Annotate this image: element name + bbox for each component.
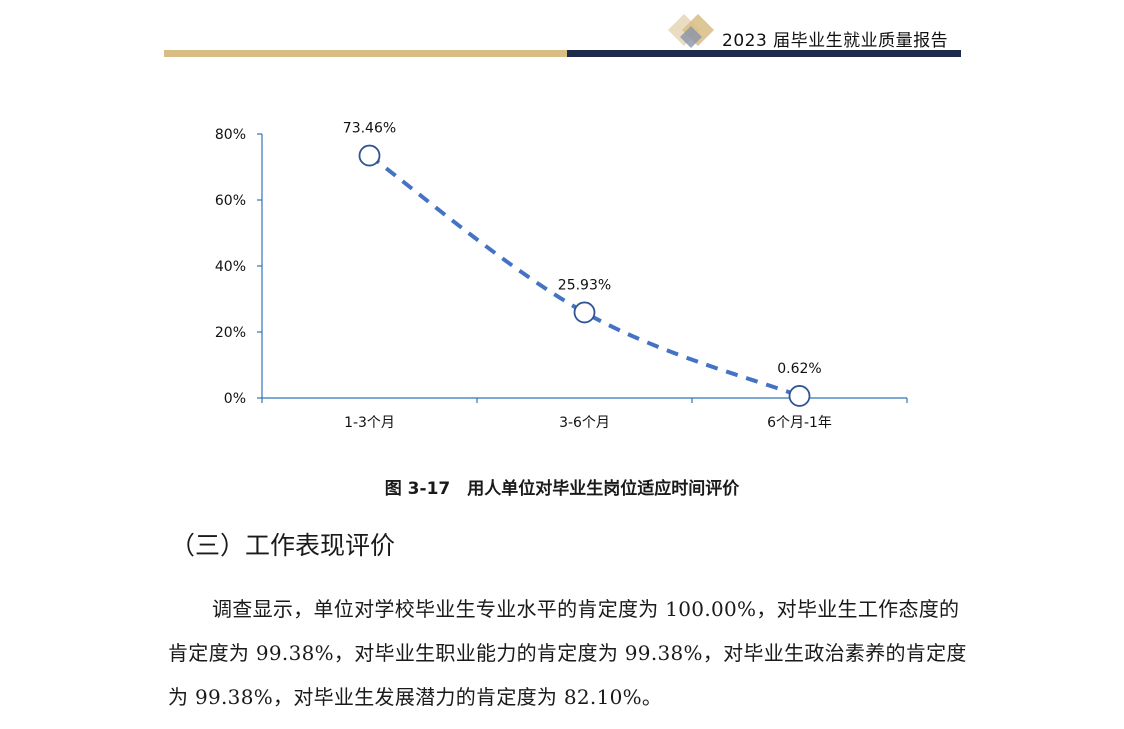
data-point-label: 25.93%	[558, 277, 611, 293]
data-point-label: 73.46%	[343, 121, 396, 137]
data-points: 73.46% 25.93% 0.62%	[343, 121, 822, 407]
adaptation-time-line-chart: 0% 20% 40% 60% 80% 1-3个月 3-6个月 6个月-1年 73.46% 25…	[215, 121, 908, 431]
x-tick-label: 6个月-1年	[767, 415, 832, 431]
header-divider-gold	[164, 50, 567, 57]
y-tick-label: 80%	[215, 127, 246, 143]
y-tick-label: 40%	[215, 259, 246, 275]
data-point-marker	[358, 144, 381, 167]
data-point-marker	[573, 301, 596, 324]
data-point-label: 0.62%	[777, 361, 821, 377]
y-tick-label: 60%	[215, 193, 246, 209]
y-tick-label: 0%	[224, 391, 246, 407]
data-point-marker	[788, 385, 811, 407]
header-divider-navy	[567, 50, 961, 57]
x-tick-label: 1-3个月	[344, 415, 395, 431]
report-logo-icon	[664, 12, 720, 56]
x-axis: 1-3个月 3-6个月 6个月-1年	[261, 397, 908, 431]
x-tick-label: 3-6个月	[559, 415, 610, 431]
y-axis: 0% 20% 40% 60% 80%	[215, 127, 263, 407]
report-header-title: 2023 届毕业生就业质量报告	[722, 31, 949, 51]
figure-caption: 图 3-17 用人单位对毕业生岗位适应时间评价	[384, 479, 740, 499]
y-tick-label: 20%	[215, 325, 246, 341]
body-paragraph: 调查显示，单位对学校毕业生专业水平的肯定度为 100.00%，对毕业生工作态度的…	[168, 597, 967, 709]
series-line	[368, 153, 801, 398]
section-heading: （三）工作表现评价	[170, 531, 396, 560]
